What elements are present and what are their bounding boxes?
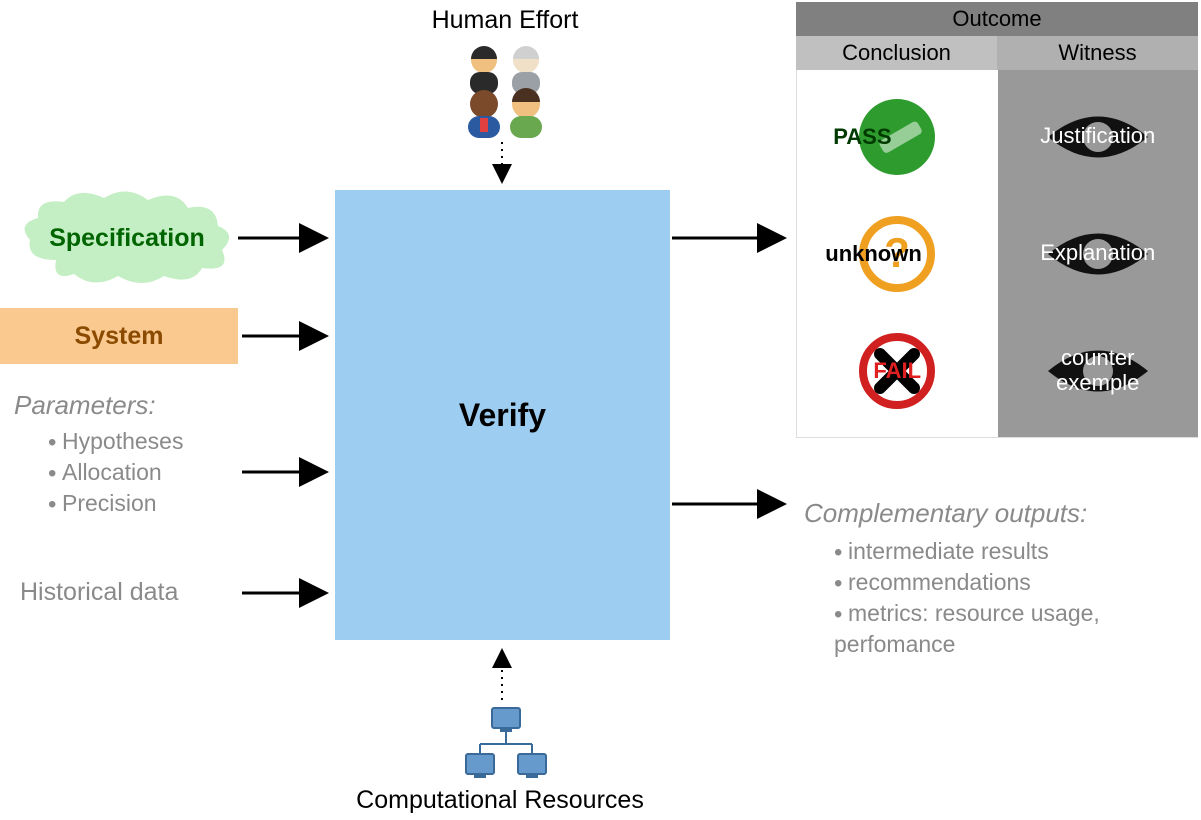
verify-label: Verify [459,397,546,434]
fail-label: FAIL [873,358,921,384]
outcome-body: PASS ? unknown FAIL [796,70,1198,438]
witness-justification: Justification [1008,92,1188,182]
human-effort-label: Human Effort [380,6,630,35]
complementary-heading: Complementary outputs: [804,498,1087,529]
system-box: System [0,308,238,364]
param-item-2: Precision [62,490,157,516]
specification-label: Specification [16,224,238,253]
outcome-sub-conclusion: Conclusion [796,36,997,70]
comp-item-2: metrics: resource usage, perfomance [834,600,1100,657]
param-item-1: Allocation [62,459,162,485]
unknown-label: unknown [825,241,922,267]
complementary-list: intermediate results recommendations met… [816,536,1188,660]
witness-label-0: Justification [1040,124,1155,148]
param-item-0: Hypotheses [62,428,183,454]
witness-counter: counter exemple [1008,326,1188,416]
comp-item-0: intermediate results [848,538,1049,564]
conclusion-column: PASS ? unknown FAIL [797,70,998,437]
people-icon [450,42,560,138]
witness-label-1: Explanation [1040,241,1155,265]
witness-column: Justification Explanation counter exempl… [998,70,1199,437]
outcome-header: Outcome [796,2,1198,36]
unknown-badge: ? unknown [827,209,967,299]
parameters-list: Hypotheses Allocation Precision [30,426,183,519]
network-icon [460,706,552,780]
pass-label: PASS [833,124,891,150]
specification-cloud: Specification [16,190,238,288]
fail-badge: FAIL [827,326,967,416]
outcome-subheaders: Conclusion Witness [796,36,1198,70]
historical-label: Historical data [20,578,178,607]
witness-label-2: counter exemple [1038,346,1158,394]
computational-label: Computational Resources [330,786,670,815]
verify-box: Verify [335,190,670,640]
outcome-sub-witness: Witness [997,36,1198,70]
comp-item-1: recommendations [848,569,1031,595]
pass-badge: PASS [827,92,967,182]
witness-explanation: Explanation [1008,209,1188,299]
parameters-heading: Parameters: [14,390,156,421]
system-label: System [75,322,164,351]
outcome-panel: Outcome Conclusion Witness PASS ? unknow… [796,2,1198,438]
